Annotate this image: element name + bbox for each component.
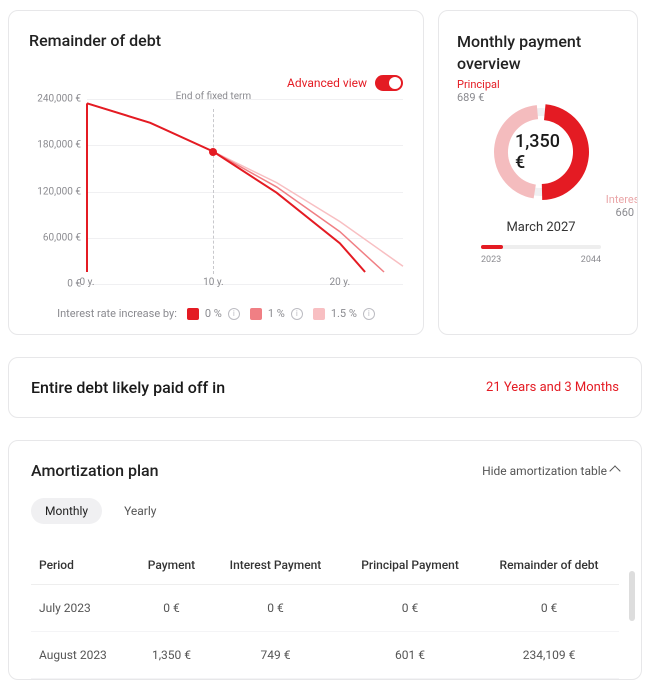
payoff-value: 21 Years and 3 Months	[486, 380, 619, 395]
monthly-overview-card: Monthly payment overview Principal 689 €…	[438, 10, 638, 335]
legend-prefix: Interest rate increase by:	[57, 307, 177, 320]
card-title: Monthly payment overview	[457, 31, 625, 74]
timeline-labels: 2023 2044	[481, 255, 601, 265]
info-icon[interactable]: i	[363, 308, 375, 320]
col-interest: Interest Payment	[210, 546, 341, 585]
remainder-of-debt-card: Remainder of debt Advanced view 0 € 60,0…	[8, 10, 424, 335]
amortization-table: Period Payment Interest Payment Principa…	[31, 546, 619, 679]
col-principal: Principal Payment	[341, 546, 479, 585]
chevron-up-icon	[609, 465, 620, 476]
amortization-title: Amortization plan	[31, 461, 159, 480]
hide-amortization-button[interactable]: Hide amortization table	[482, 464, 619, 478]
info-icon[interactable]: i	[291, 308, 303, 320]
advanced-view-label: Advanced view	[287, 76, 367, 90]
donut-chart: Principal 689 € 1,350 € Interest 660 € M…	[457, 86, 625, 265]
legend-label: 1.5 %	[331, 307, 357, 320]
chart-legend: Interest rate increase by: 0 % i 1 % i 1…	[9, 307, 423, 320]
legend-item: 1 % i	[250, 307, 303, 320]
table-row: August 2023 1,350 € 749 € 601 € 234,109 …	[31, 632, 619, 679]
legend-swatch	[187, 308, 199, 320]
x-tick: 10 y.	[203, 277, 224, 288]
payoff-label: Entire debt likely paid off in	[31, 378, 225, 397]
legend-label: 0 %	[205, 307, 222, 320]
tab-yearly[interactable]: Yearly	[110, 498, 170, 524]
debt-chart: 0 € 60,000 € 120,000 € 180,000 € 240,000…	[29, 99, 403, 284]
col-remainder: Remainder of debt	[479, 546, 619, 585]
debt-chart-svg	[87, 99, 403, 272]
end-of-fixed-term-marker	[209, 148, 217, 156]
toggle-switch-icon[interactable]	[375, 75, 403, 91]
y-tick: 0 €	[29, 279, 81, 290]
overview-month: March 2027	[506, 220, 575, 235]
interest-label: Interest 660 €	[606, 193, 638, 219]
y-tick: 60,000 €	[29, 232, 81, 243]
end-of-fixed-term-label: End of fixed term	[176, 91, 252, 102]
end-of-fixed-term-line	[213, 109, 214, 274]
legend-item: 0 % i	[187, 307, 240, 320]
payoff-card: Entire debt likely paid off in 21 Years …	[8, 357, 642, 418]
table-row: July 2023 0 € 0 € 0 € 0 €	[31, 585, 619, 632]
info-icon[interactable]: i	[228, 308, 240, 320]
x-tick: 0 y.	[80, 277, 95, 288]
amortization-card: Amortization plan Hide amortization tabl…	[8, 440, 642, 680]
y-tick: 240,000 €	[29, 94, 81, 105]
y-tick: 120,000 €	[29, 186, 81, 197]
amortization-tabs: Monthly Yearly	[31, 498, 619, 524]
legend-swatch	[313, 308, 325, 320]
advanced-view-toggle[interactable]: Advanced view	[287, 75, 403, 91]
y-tick: 180,000 €	[29, 140, 81, 151]
donut-total: 1,350 €	[515, 131, 567, 173]
overview-timeline[interactable]	[481, 245, 601, 249]
legend-label: 1 %	[268, 307, 285, 320]
col-period: Period	[31, 546, 133, 585]
col-payment: Payment	[133, 546, 210, 585]
tab-monthly[interactable]: Monthly	[31, 498, 102, 524]
x-tick: 20 y.	[330, 277, 351, 288]
scrollbar[interactable]	[629, 571, 635, 621]
card-title: Remainder of debt	[29, 31, 403, 50]
legend-swatch	[250, 308, 262, 320]
legend-item: 1.5 % i	[313, 307, 375, 320]
